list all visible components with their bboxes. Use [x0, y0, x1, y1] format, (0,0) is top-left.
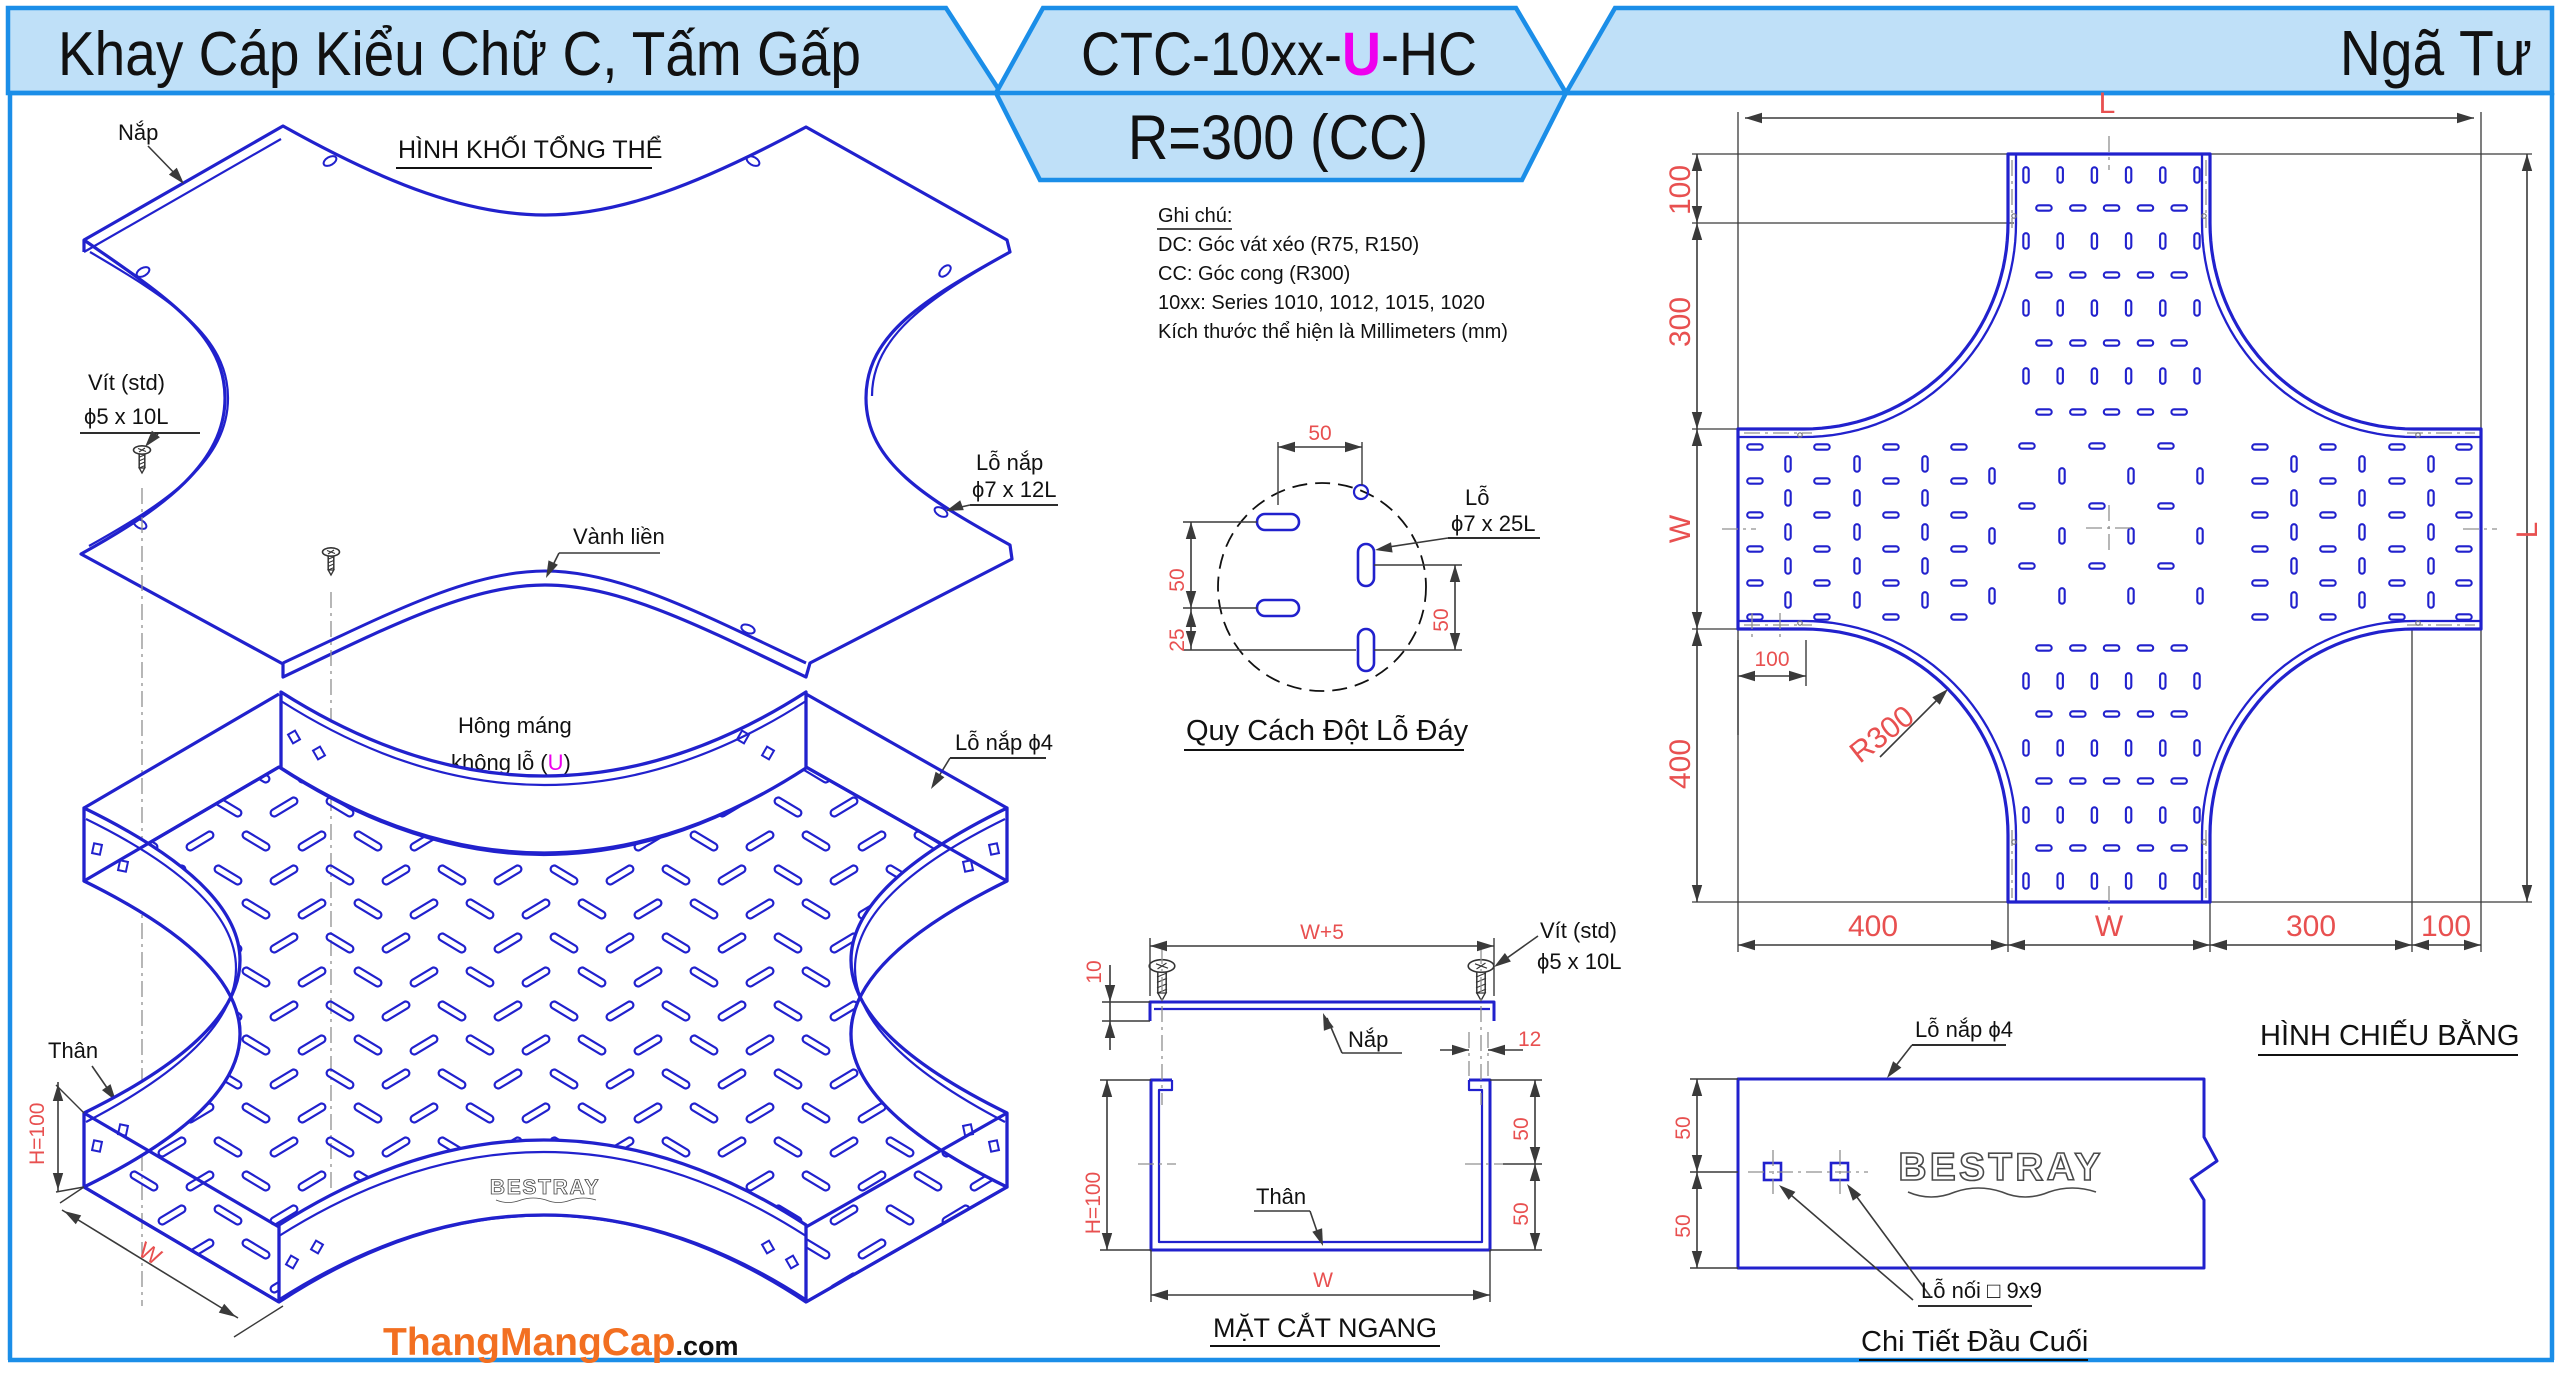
- svg-text:50: 50: [1166, 568, 1189, 591]
- svg-text:300: 300: [2286, 910, 2336, 943]
- svg-text:W: W: [1313, 1269, 1333, 1292]
- svg-text:MẶT CẮT NGANG: MẶT CẮT NGANG: [1213, 1312, 1437, 1343]
- svg-text:BESTRAY: BESTRAY: [490, 1176, 600, 1199]
- svg-text:Quy Cách Đột Lỗ Đáy: Quy Cách Đột Lỗ Đáy: [1186, 714, 1469, 747]
- svg-text:Vít (std): Vít (std): [88, 370, 165, 395]
- svg-text:H=100: H=100: [1082, 1172, 1105, 1234]
- svg-text:12: 12: [1518, 1028, 1541, 1051]
- svg-text:BESTRAY: BESTRAY: [1898, 1146, 2103, 1189]
- svg-text:L: L: [2099, 87, 2116, 120]
- svg-text:R=300 (CC): R=300 (CC): [1128, 102, 1428, 173]
- svg-text:50: 50: [1308, 422, 1331, 445]
- svg-text:50: 50: [1672, 1214, 1695, 1237]
- svg-text:L: L: [2511, 522, 2544, 539]
- svg-text:10xx: Series 1010, 1012, 1015,: 10xx: Series 1010, 1012, 1015, 1020: [1158, 292, 1485, 314]
- svg-text:100: 100: [1664, 165, 1697, 215]
- svg-text:50: 50: [1510, 1117, 1533, 1140]
- svg-text:Vít (std): Vít (std): [1540, 918, 1617, 943]
- svg-text:CTC-10xx-U-HC: CTC-10xx-U-HC: [1081, 21, 1477, 89]
- svg-text:Lỗ: Lỗ: [1465, 485, 1489, 510]
- svg-text:Thân: Thân: [1256, 1184, 1306, 1209]
- svg-text:Lỗ nắp ϕ4: Lỗ nắp ϕ4: [1915, 1017, 2013, 1042]
- svg-text:W: W: [1664, 514, 1697, 543]
- svg-text:CC: Góc cong (R300): CC: Góc cong (R300): [1158, 263, 1350, 285]
- svg-text:DC: Góc vát xéo (R75, R150): DC: Góc vát xéo (R75, R150): [1158, 234, 1419, 256]
- svg-text:Lỗ nắp ϕ4: Lỗ nắp ϕ4: [955, 730, 1053, 755]
- svg-text:Khay Cáp Kiểu Chữ C, Tấm Gấp: Khay Cáp Kiểu Chữ C, Tấm Gấp: [58, 20, 861, 89]
- svg-text:Ghi chú:: Ghi chú:: [1158, 205, 1232, 227]
- svg-text:Nắp: Nắp: [1348, 1027, 1388, 1052]
- svg-text:Vành liền: Vành liền: [573, 524, 665, 549]
- svg-text:HÌNH CHIẾU BẰNG: HÌNH CHIẾU BẰNG: [2260, 1018, 2519, 1052]
- svg-text:50: 50: [1672, 1116, 1695, 1139]
- svg-text:Thân: Thân: [48, 1038, 98, 1063]
- svg-text:25: 25: [1166, 628, 1189, 651]
- svg-text:Chi Tiết Đầu Cuối: Chi Tiết Đầu Cuối: [1861, 1326, 2088, 1358]
- svg-text:ϕ5 x 10L: ϕ5 x 10L: [84, 404, 169, 429]
- svg-text:ϕ5 x 10L: ϕ5 x 10L: [1537, 949, 1622, 974]
- svg-text:300: 300: [1664, 297, 1697, 347]
- svg-text:Nắp: Nắp: [118, 120, 158, 145]
- svg-text:W+5: W+5: [1300, 921, 1344, 944]
- svg-text:Hông máng: Hông máng: [458, 713, 572, 738]
- svg-text:HÌNH KHỐI TỔNG THỂ: HÌNH KHỐI TỔNG THỂ: [398, 134, 662, 164]
- svg-text:ϕ7 x 12L: ϕ7 x 12L: [972, 477, 1057, 502]
- svg-text:50: 50: [1510, 1202, 1533, 1225]
- svg-text:Kích thước thể hiện là Millime: Kích thước thể hiện là Millimeters (mm): [1158, 321, 1508, 343]
- svg-text:50: 50: [1430, 608, 1453, 631]
- svg-text:ϕ7 x 25L: ϕ7 x 25L: [1451, 511, 1536, 536]
- svg-text:Lỗ nối □ 9x9: Lỗ nối □ 9x9: [1921, 1278, 2042, 1303]
- svg-text:100: 100: [1754, 648, 1789, 671]
- svg-text:400: 400: [1664, 739, 1697, 789]
- svg-text:Ngã Tư: Ngã Tư: [2340, 17, 2532, 89]
- svg-text:W: W: [2095, 910, 2124, 943]
- svg-text:H=100: H=100: [26, 1103, 49, 1165]
- svg-text:400: 400: [1848, 910, 1898, 943]
- svg-text:10: 10: [1083, 960, 1106, 983]
- svg-text:Lỗ nắp: Lỗ nắp: [976, 450, 1043, 475]
- svg-text:100: 100: [2421, 910, 2471, 943]
